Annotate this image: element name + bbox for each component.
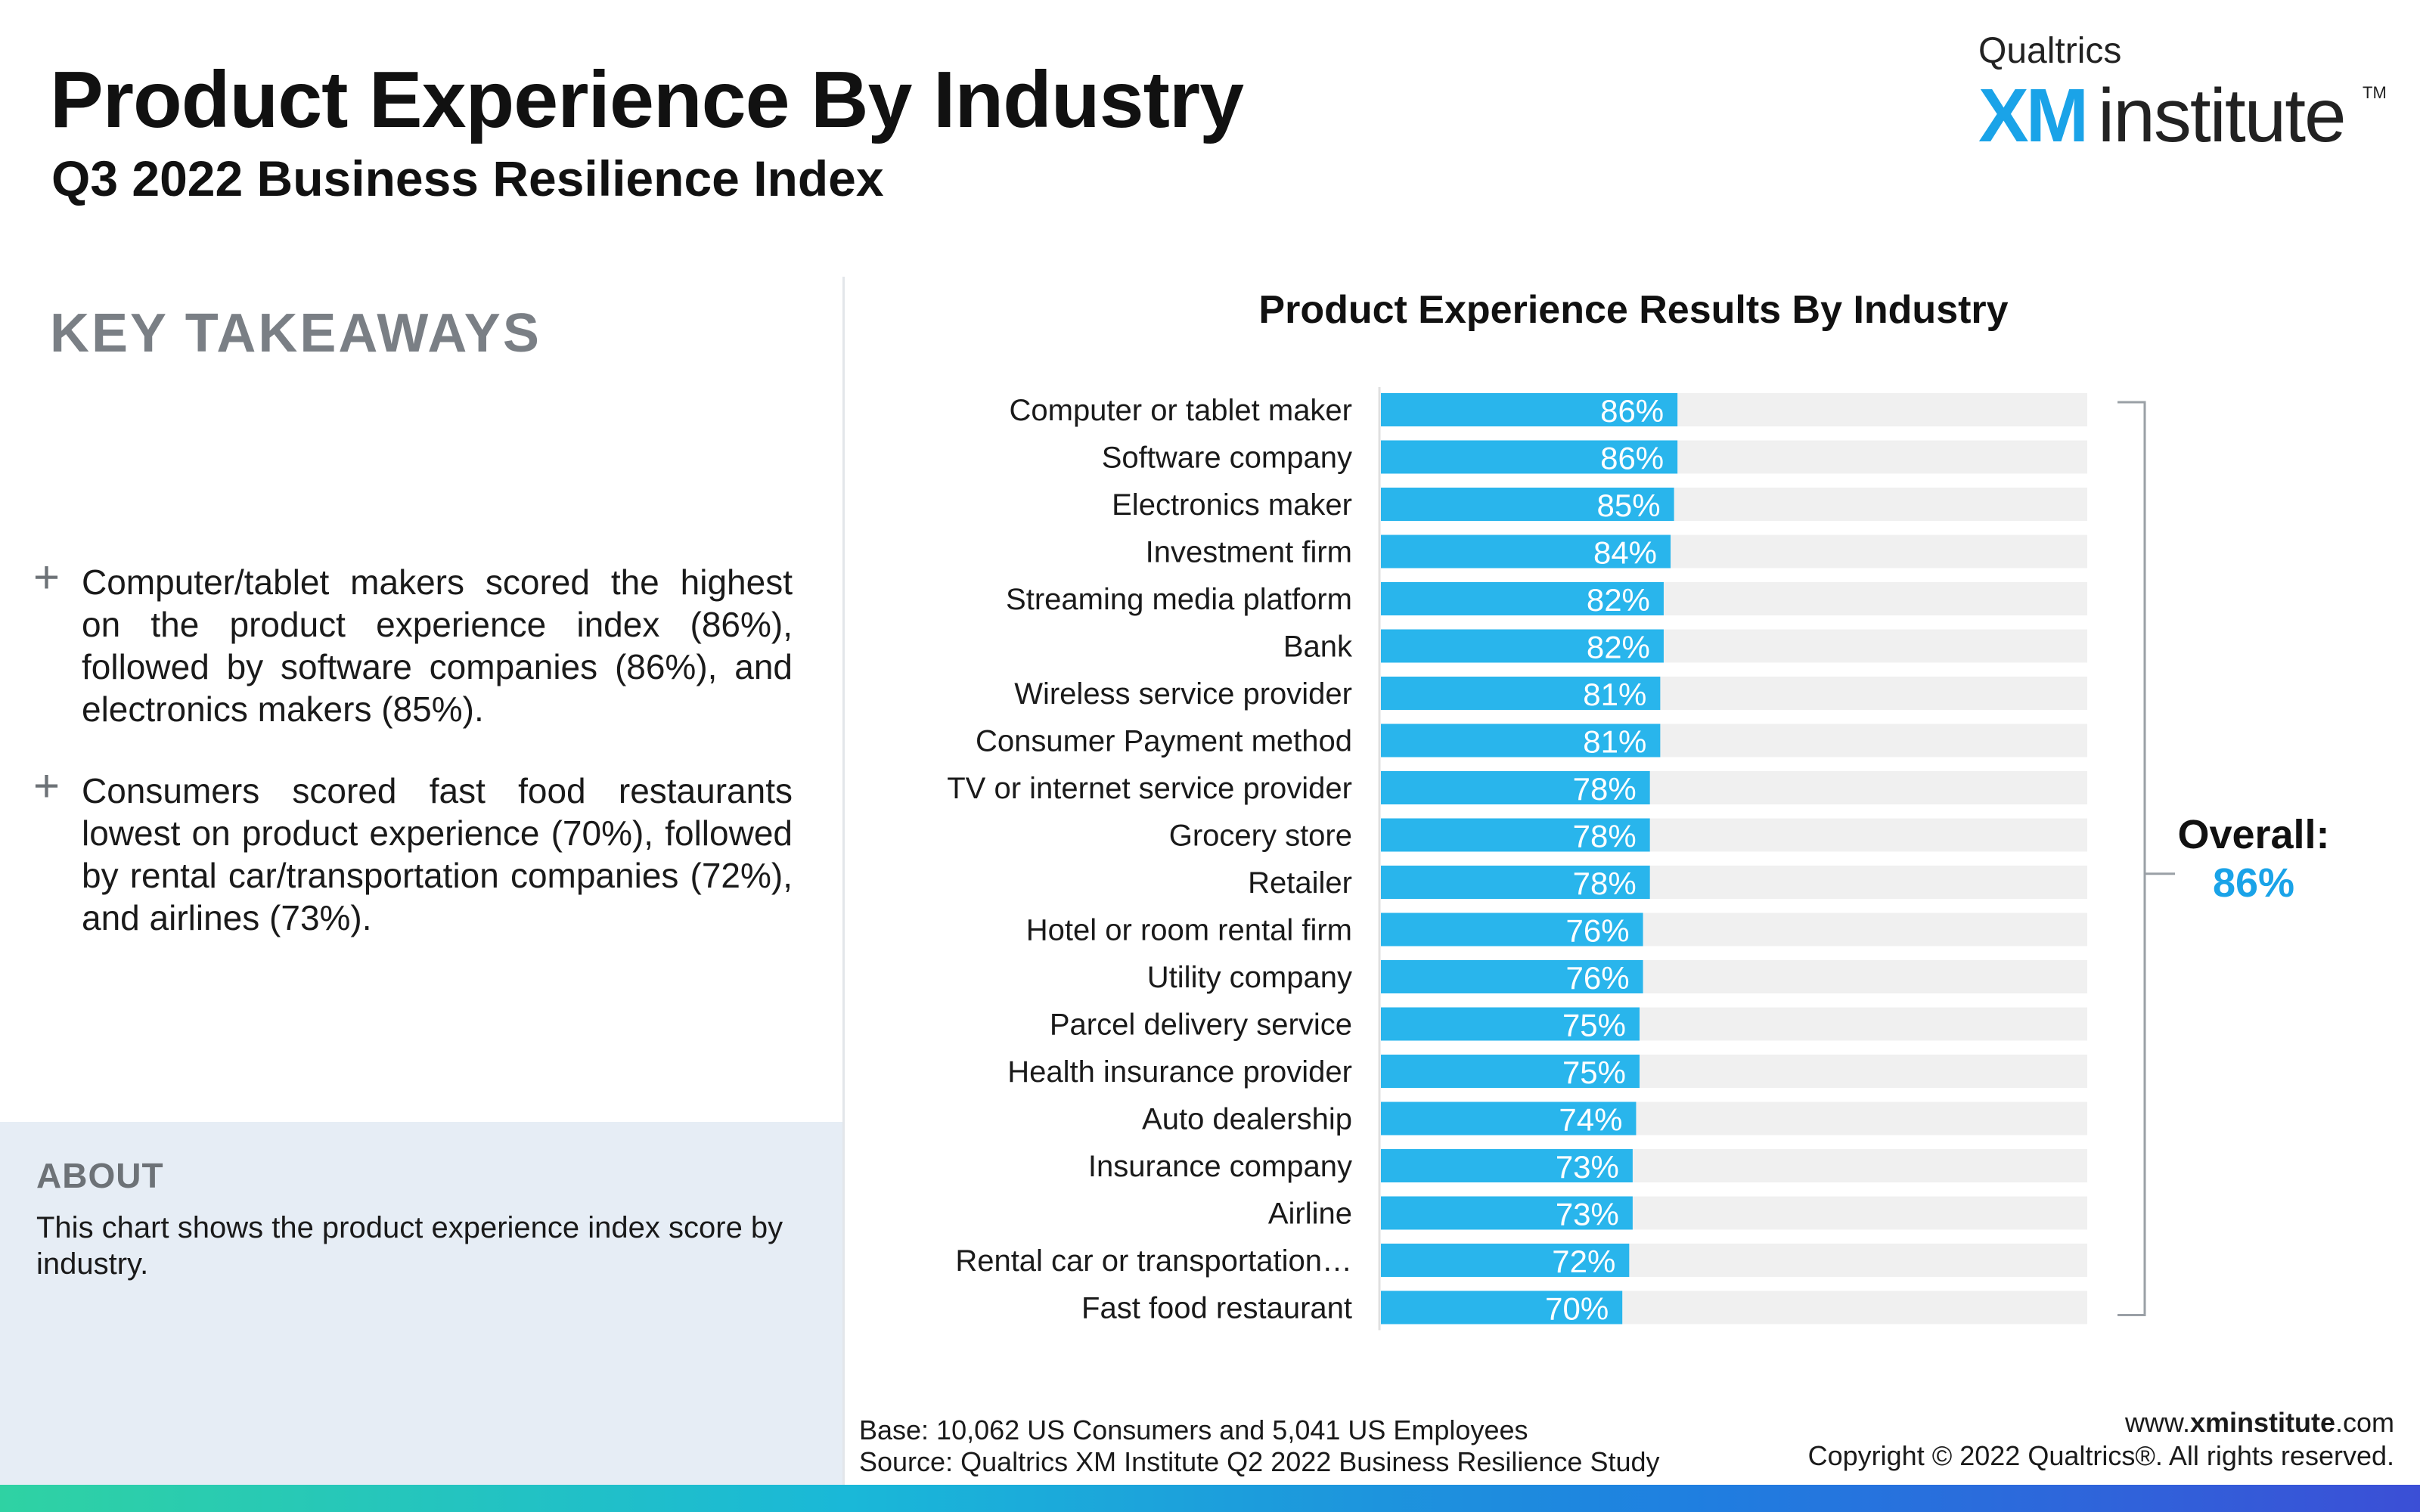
category-label: Electronics maker bbox=[1112, 488, 1352, 522]
website-link[interactable]: www.xminstitute.com bbox=[2125, 1406, 2394, 1439]
category-label: Parcel delivery service bbox=[1050, 1009, 1352, 1042]
bar bbox=[1381, 960, 1643, 993]
data-label: 86% bbox=[1600, 441, 1664, 476]
overall-bracket bbox=[2118, 401, 2146, 1316]
overall-value: 86% bbox=[2212, 860, 2295, 906]
category-label: Computer or tablet maker bbox=[1009, 394, 1352, 427]
data-label: 78% bbox=[1573, 866, 1637, 901]
logo-institute-text: institute bbox=[2098, 73, 2347, 158]
category-label: Hotel or room rental firm bbox=[1026, 914, 1352, 947]
data-label: 78% bbox=[1573, 819, 1637, 854]
bar bbox=[1381, 488, 1674, 521]
bar bbox=[1381, 1290, 1623, 1325]
website-domain: xminstitute bbox=[2189, 1407, 2335, 1438]
about-heading: ABOUT bbox=[36, 1156, 164, 1195]
category-label: Consumer Payment method bbox=[976, 725, 1352, 758]
bar bbox=[1381, 771, 1650, 804]
copyright-text: Copyright © 2022 Qualtrics®. All rights … bbox=[1807, 1440, 2394, 1471]
plus-icon: + bbox=[33, 552, 60, 603]
key-takeaways-heading: KEY TAKEAWAYS bbox=[50, 303, 541, 364]
data-label: 86% bbox=[1600, 393, 1664, 429]
bar bbox=[1381, 1055, 1640, 1088]
category-label: Streaming media platform bbox=[1006, 583, 1352, 616]
page-title: Product Experience By Industry bbox=[50, 55, 1244, 144]
category-label: Airline bbox=[1268, 1198, 1352, 1231]
data-label: 84% bbox=[1593, 535, 1657, 571]
website-prefix: www. bbox=[2124, 1407, 2190, 1438]
takeaway-item: Computer/tablet makers scored the highes… bbox=[82, 562, 793, 729]
bar bbox=[1381, 393, 1678, 426]
bar bbox=[1381, 723, 1661, 758]
data-label: 73% bbox=[1556, 1149, 1619, 1185]
bar bbox=[1381, 1196, 1633, 1230]
data-label: 76% bbox=[1565, 960, 1629, 996]
category-label: Investment firm bbox=[1146, 536, 1352, 569]
category-label: Utility company bbox=[1147, 961, 1352, 994]
column-divider bbox=[842, 277, 845, 1486]
bar bbox=[1381, 1007, 1640, 1041]
category-label: Fast food restaurant bbox=[1081, 1292, 1352, 1325]
data-label: 78% bbox=[1573, 771, 1637, 807]
logo-tm-text: TM bbox=[2363, 83, 2387, 102]
category-label: Grocery store bbox=[1169, 820, 1352, 853]
base-note: Base: 10,062 US Consumers and 5,041 US E… bbox=[859, 1414, 1528, 1445]
data-label: 73% bbox=[1556, 1197, 1619, 1232]
data-label: 75% bbox=[1562, 1008, 1626, 1043]
data-label: 74% bbox=[1559, 1102, 1622, 1138]
data-label: 85% bbox=[1597, 488, 1661, 523]
bar bbox=[1381, 818, 1650, 852]
bar bbox=[1381, 534, 1671, 569]
data-label: 82% bbox=[1587, 630, 1650, 665]
about-panel: ABOUT This chart shows the product exper… bbox=[0, 1122, 842, 1485]
bar bbox=[1381, 1101, 1637, 1136]
bar bbox=[1381, 866, 1650, 899]
category-label: Software company bbox=[1102, 442, 1352, 475]
overall-label: Overall: bbox=[2177, 812, 2330, 857]
plus-icon: + bbox=[33, 761, 60, 811]
overall-summary: Overall: 86% bbox=[2148, 810, 2360, 907]
category-label: Retailer bbox=[1248, 866, 1352, 900]
about-text: This chart shows the product experience … bbox=[36, 1211, 783, 1281]
website-suffix: .com bbox=[2335, 1407, 2394, 1438]
data-label: 81% bbox=[1583, 677, 1646, 712]
category-label: TV or internet service provider bbox=[947, 772, 1352, 805]
data-label: 72% bbox=[1552, 1244, 1615, 1279]
category-label: Bank bbox=[1283, 631, 1353, 664]
category-label: Auto dealership bbox=[1142, 1103, 1352, 1136]
data-label: 82% bbox=[1587, 582, 1650, 618]
category-label: Rental car or transportation… bbox=[955, 1244, 1352, 1278]
category-label: Insurance company bbox=[1088, 1150, 1352, 1183]
xm-institute-logo: Qualtrics XM institute TM bbox=[1978, 30, 2387, 158]
logo-qualtrics-text: Qualtrics bbox=[1978, 31, 2122, 71]
bar bbox=[1381, 1149, 1633, 1182]
source-note: Source: Qualtrics XM Institute Q2 2022 B… bbox=[859, 1446, 1660, 1477]
chart-title: Product Experience Results By Industry bbox=[1258, 288, 2009, 332]
data-label: 76% bbox=[1565, 913, 1629, 949]
category-label: Wireless service provider bbox=[1014, 677, 1352, 711]
bar bbox=[1381, 677, 1661, 710]
bar bbox=[1381, 912, 1643, 947]
takeaway-item: Consumers scored fast food restaurants l… bbox=[82, 771, 793, 937]
bar bbox=[1381, 629, 1664, 663]
bar bbox=[1381, 582, 1664, 615]
brand-gradient-strip bbox=[0, 1485, 2420, 1512]
data-label: 81% bbox=[1583, 724, 1646, 760]
logo-xm-text: XM bbox=[1978, 73, 2089, 158]
bar bbox=[1381, 440, 1678, 474]
category-label: Health insurance provider bbox=[1007, 1055, 1352, 1089]
bar bbox=[1381, 1244, 1630, 1277]
data-label: 75% bbox=[1562, 1055, 1626, 1090]
data-label: 70% bbox=[1545, 1291, 1609, 1327]
page-subtitle: Q3 2022 Business Resilience Index bbox=[51, 150, 884, 206]
